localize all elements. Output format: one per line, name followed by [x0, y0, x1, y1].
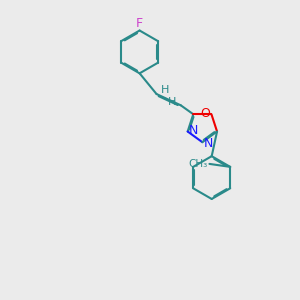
Text: N: N — [204, 137, 214, 150]
Text: H: H — [168, 97, 177, 107]
Text: CH₃: CH₃ — [189, 159, 208, 169]
Text: F: F — [136, 17, 143, 31]
Text: H: H — [161, 85, 169, 95]
Text: N: N — [189, 124, 198, 136]
Text: O: O — [200, 107, 210, 120]
